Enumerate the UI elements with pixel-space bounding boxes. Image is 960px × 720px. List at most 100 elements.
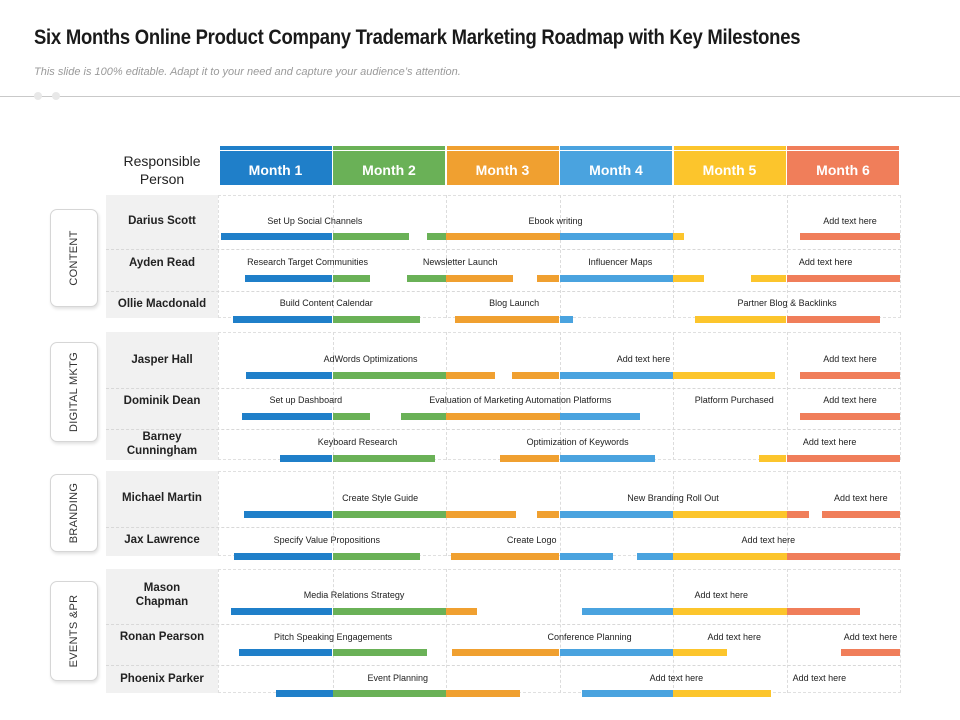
responsible-person-header: Responsible Person xyxy=(123,153,201,187)
events-pr-month-divider xyxy=(446,569,447,693)
branding-row-divider xyxy=(106,527,901,528)
content-person-column xyxy=(106,195,218,318)
month-5-top-strip xyxy=(673,146,786,150)
task-bar-segment xyxy=(673,649,728,656)
events-pr-row-divider xyxy=(106,665,901,666)
task-bar-segment xyxy=(559,233,673,240)
digital-mktg-month-divider xyxy=(786,332,788,460)
month-1-top-strip xyxy=(219,146,332,150)
month-5-header: Month 5 xyxy=(673,155,786,185)
person-ollie-macdonald: Ollie Macdonald xyxy=(117,298,207,310)
task-label: Add text here xyxy=(802,437,857,447)
task-bar-segment xyxy=(332,233,409,240)
task-bar-segment xyxy=(332,372,446,379)
month-4-top-strip xyxy=(560,146,672,150)
task-label: Optimization of Keywords xyxy=(526,437,629,447)
task-label: Pitch Speaking Engagements xyxy=(274,632,393,642)
digital-mktg-row-divider xyxy=(106,388,901,389)
month-6-header: Month 6 xyxy=(787,155,899,185)
digital-mktg-month-divider xyxy=(332,332,334,460)
task-bar-segment xyxy=(239,649,333,656)
task-bar-segment xyxy=(241,413,333,420)
task-label: Evaluation of Marketing Automation Platf… xyxy=(429,395,612,405)
task-label: Keyboard Research xyxy=(317,437,398,447)
task-label: Add text here xyxy=(834,493,888,503)
page-subtitle: This slide is 100% editable. Adapt it to… xyxy=(34,66,461,78)
task-bar-segment xyxy=(559,511,673,518)
branding-person-column xyxy=(106,471,218,556)
task-bar-segment xyxy=(582,690,673,697)
task-bar-segment xyxy=(511,372,560,379)
task-label: Add text here xyxy=(741,535,796,545)
digital-mktg-group-tab: DIGITAL MKTG xyxy=(50,342,98,442)
task-label: Research Target Communities xyxy=(247,257,368,267)
person-ronan-pearson: Ronan Pearson xyxy=(119,631,205,643)
month-2-mid-strip xyxy=(333,151,445,155)
digital-mktg-person-column xyxy=(106,332,218,460)
events-pr-row-divider xyxy=(106,624,901,625)
content-group-tab: CONTENT xyxy=(50,209,98,307)
task-bar-segment xyxy=(559,553,613,560)
person-jax-lawrence: Jax Lawrence xyxy=(124,534,200,546)
events-pr-month-divider xyxy=(673,569,674,693)
task-bar-segment xyxy=(673,511,787,518)
task-bar-segment xyxy=(559,275,673,282)
task-bar-segment xyxy=(246,372,333,379)
task-bar-segment xyxy=(786,316,880,323)
task-label: Create Style Guide xyxy=(342,493,419,503)
task-bar-segment xyxy=(446,372,495,379)
task-bar-segment xyxy=(426,233,446,240)
divider-dot-right xyxy=(52,92,60,100)
task-bar-segment xyxy=(559,455,655,462)
task-label: Add text here xyxy=(823,354,877,364)
task-bar-segment xyxy=(821,511,900,518)
task-bar-segment xyxy=(559,649,673,656)
person-ayden-read: Ayden Read xyxy=(128,257,196,269)
task-bar-segment xyxy=(332,608,446,615)
task-bar-segment xyxy=(673,690,771,697)
content-group-label: CONTENT xyxy=(68,230,80,286)
task-bar-segment xyxy=(455,316,560,323)
task-bar-segment xyxy=(233,553,333,560)
task-label: Ebook writing xyxy=(528,216,583,226)
task-bar-segment xyxy=(451,649,560,656)
month-4-mid-strip xyxy=(560,151,672,155)
content-month-divider xyxy=(559,195,561,318)
month-6-mid-strip xyxy=(787,151,899,155)
task-bar-segment xyxy=(786,511,810,518)
month-4-header: Month 4 xyxy=(560,155,672,185)
page-title: Six Months Online Product Company Tradem… xyxy=(34,26,801,49)
task-bar-segment xyxy=(536,511,560,518)
task-bar-segment xyxy=(446,608,477,615)
task-label: Set up Dashboard xyxy=(269,395,343,405)
month-3-header: Month 3 xyxy=(446,155,559,185)
person-mason-chapman: Mason Chapman xyxy=(135,582,189,608)
task-bar-segment xyxy=(275,690,333,697)
task-bar-segment xyxy=(673,233,685,240)
task-bar-segment xyxy=(786,608,861,615)
task-bar-segment xyxy=(800,413,900,420)
task-bar-segment xyxy=(332,690,446,697)
task-bar-segment xyxy=(221,233,333,240)
task-bar-segment xyxy=(559,316,574,323)
month-6-top-strip xyxy=(787,146,899,150)
task-label: New Branding Roll Out xyxy=(627,493,719,503)
task-bar-segment xyxy=(446,690,520,697)
task-label: Media Relations Strategy xyxy=(303,590,405,600)
digital-mktg-group-label: DIGITAL MKTG xyxy=(68,352,80,432)
task-bar-segment xyxy=(694,316,787,323)
task-label: Create Logo xyxy=(506,535,557,545)
person-barney-cunningham: Barney Cunningham xyxy=(126,431,198,457)
task-label: Add text here xyxy=(823,216,877,226)
month-2-top-strip xyxy=(333,146,445,150)
task-label: Conference Planning xyxy=(547,632,632,642)
task-bar-segment xyxy=(332,413,370,420)
branding-group-tab: BRANDING xyxy=(50,474,98,552)
task-bar-segment xyxy=(800,233,900,240)
task-bar-segment xyxy=(751,275,787,282)
task-bar-segment xyxy=(786,553,900,560)
task-bar-segment xyxy=(332,553,420,560)
task-label: Specify Value Propositions xyxy=(273,535,381,545)
task-bar-segment xyxy=(332,511,446,518)
events-pr-group-label: EVENTS &PR xyxy=(68,594,80,668)
